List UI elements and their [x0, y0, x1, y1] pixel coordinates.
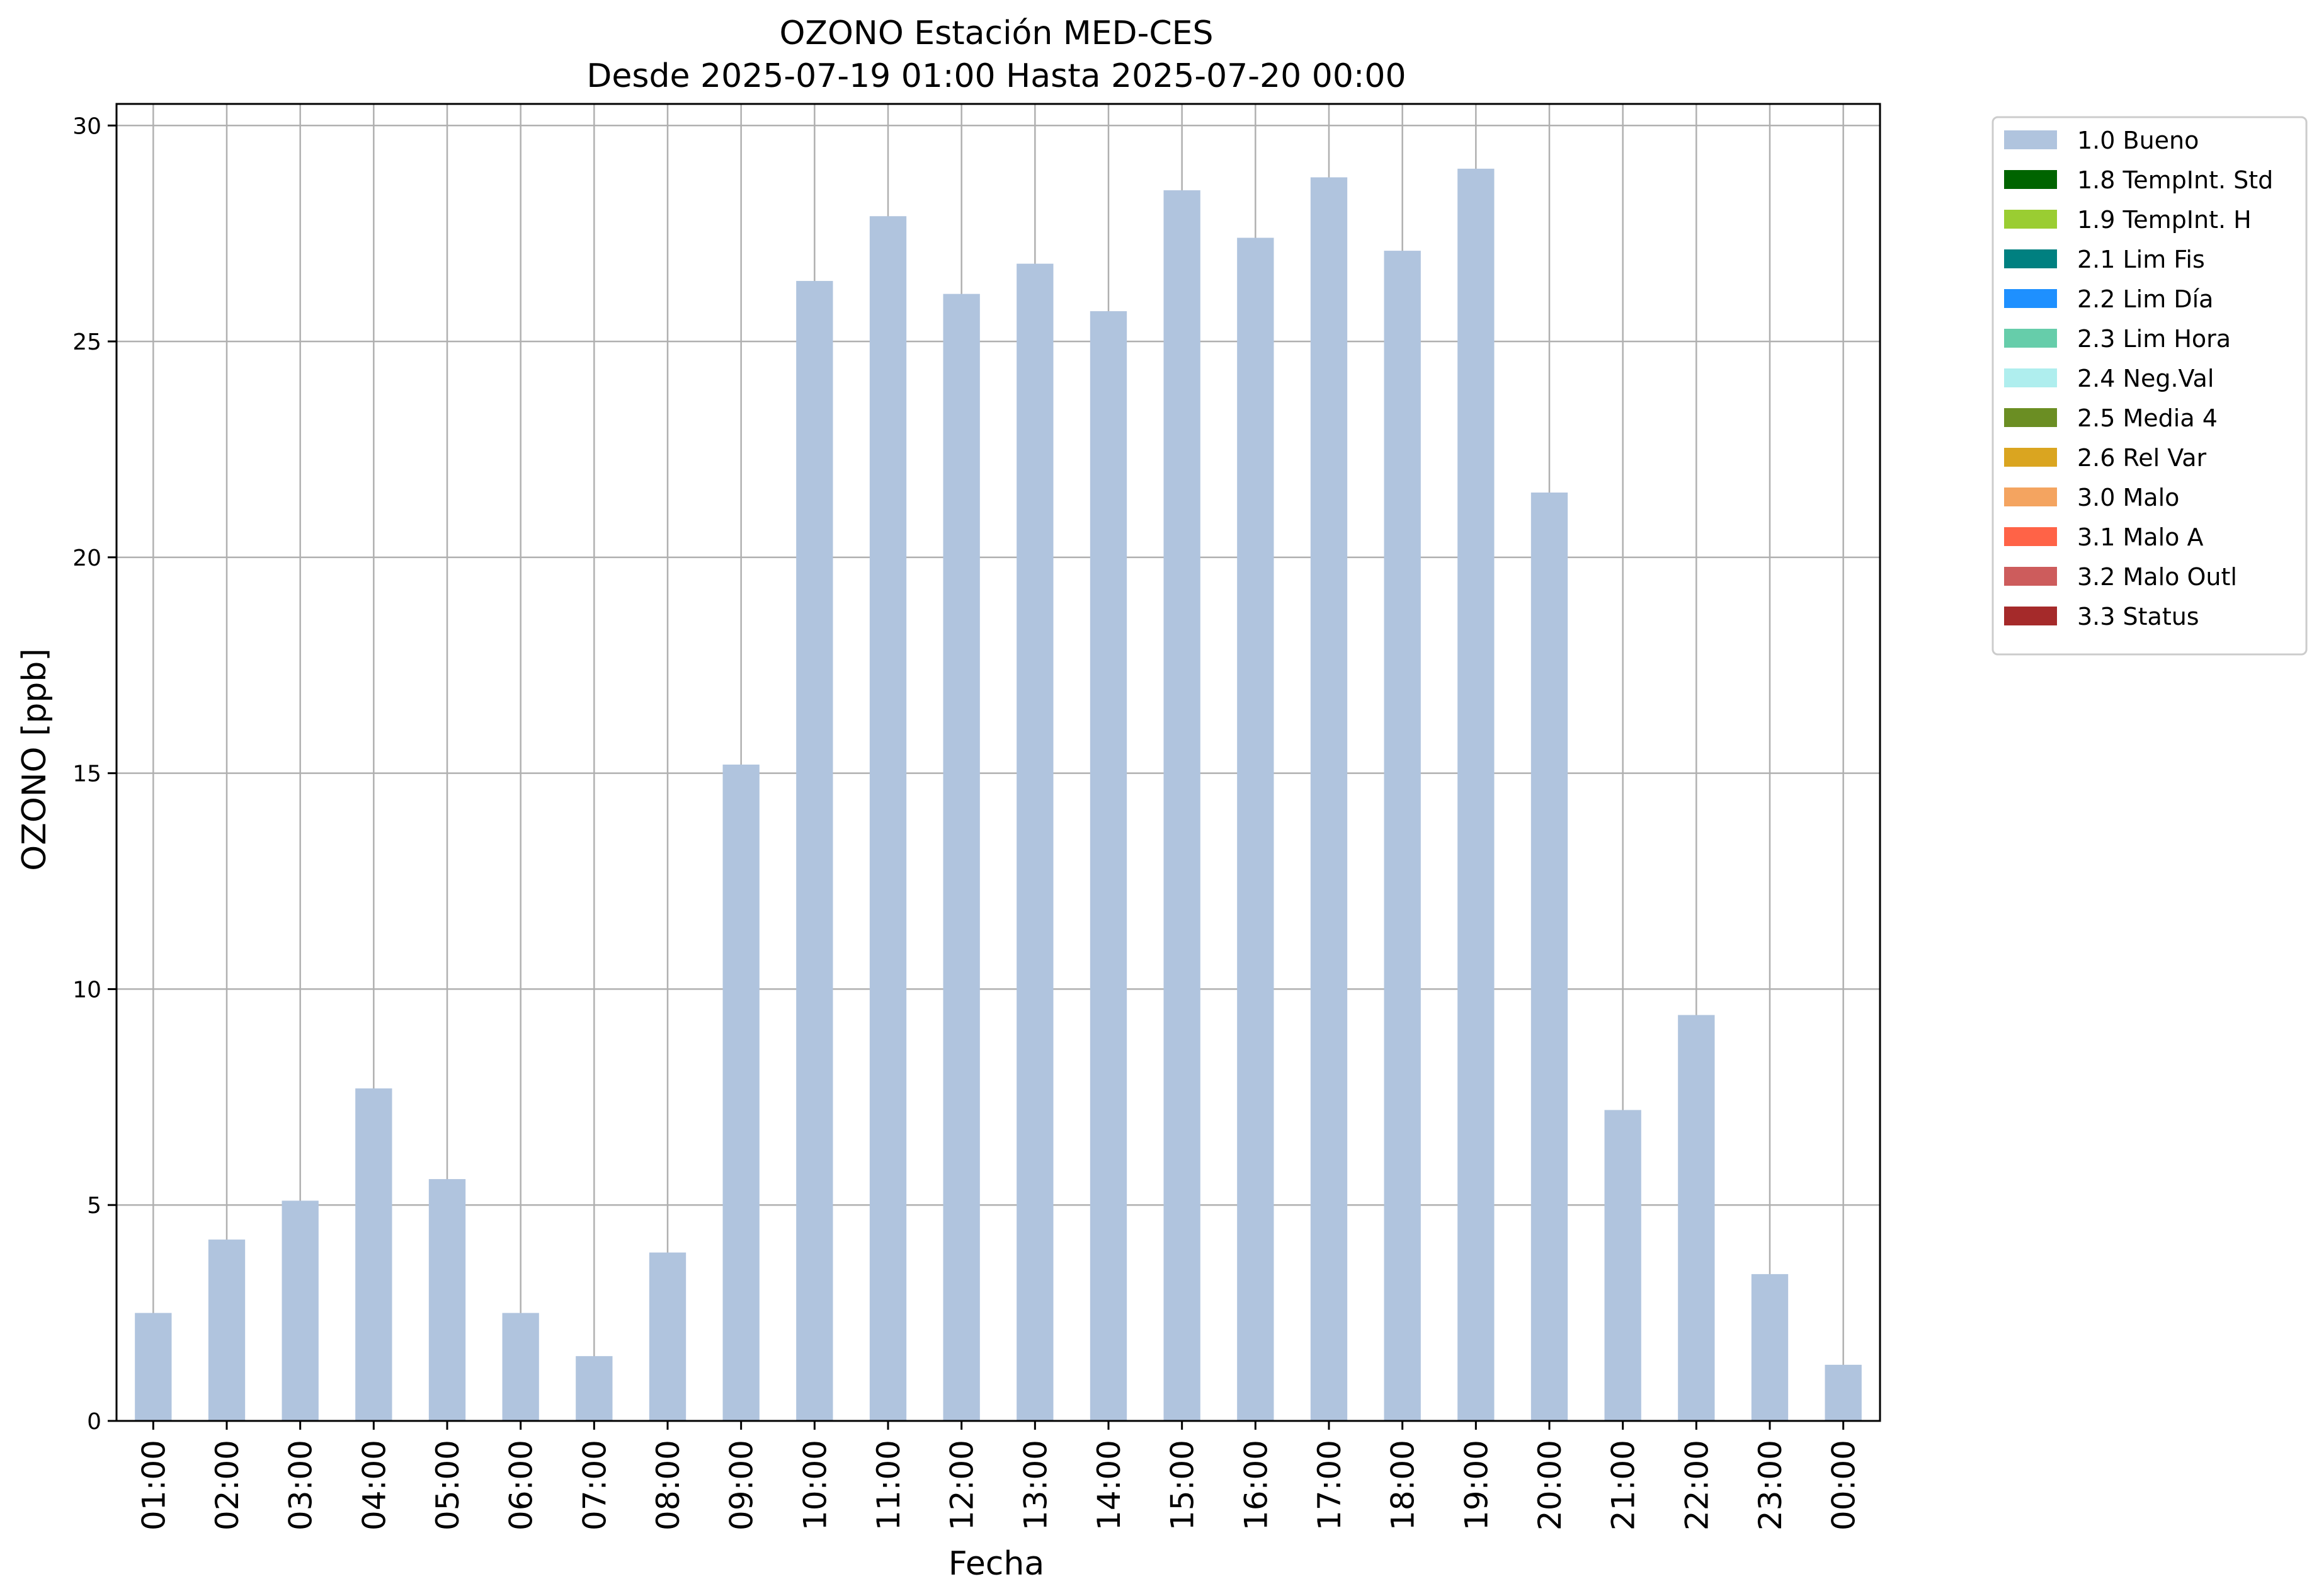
bar-0800: [649, 1252, 687, 1421]
x-tick-label: 18:00: [1385, 1440, 1422, 1530]
legend-label: 3.0 Malo: [2077, 484, 2179, 511]
bar-1000: [796, 281, 833, 1422]
legend-swatch: [2004, 408, 2057, 427]
x-tick-label: 11:00: [870, 1440, 907, 1530]
x-tick-label: 09:00: [724, 1440, 760, 1530]
legend-swatch: [2004, 249, 2057, 268]
bar-1800: [1384, 251, 1421, 1421]
x-tick-label: 08:00: [650, 1440, 687, 1530]
bar-1300: [1017, 263, 1054, 1421]
x-tick-label: 02:00: [209, 1440, 246, 1530]
bar-0700: [576, 1356, 613, 1421]
bar-2000: [1530, 493, 1568, 1422]
legend-label: 2.2 Lim Día: [2077, 285, 2213, 313]
x-tick-label: 13:00: [1017, 1440, 1054, 1530]
x-tick-label: 20:00: [1532, 1440, 1568, 1530]
legend-swatch: [2004, 448, 2057, 467]
bar-1100: [869, 216, 907, 1422]
x-tick-label: 10:00: [797, 1440, 833, 1530]
legend-swatch: [2004, 130, 2057, 149]
x-axis-label: Fecha: [949, 1545, 1044, 1583]
x-tick-label: 04:00: [356, 1440, 392, 1530]
y-tick-label: 25: [72, 329, 101, 355]
bar-0300: [282, 1200, 319, 1421]
bar-1900: [1457, 168, 1495, 1421]
x-tick-label: 23:00: [1752, 1440, 1789, 1530]
legend-swatch: [2004, 607, 2057, 625]
x-tick-label: 22:00: [1678, 1440, 1715, 1530]
legend-label: 2.3 Lim Hora: [2077, 325, 2231, 353]
legend-frame: [1991, 116, 2308, 656]
x-tick-label: 12:00: [944, 1440, 981, 1530]
bar-0100: [135, 1313, 172, 1421]
legend-label: 3.3 Status: [2077, 603, 2199, 630]
y-tick-label: 5: [87, 1193, 101, 1219]
x-tick-label: 07:00: [576, 1440, 613, 1530]
legend-label: 2.5 Media 4: [2077, 404, 2218, 432]
bar-0500: [428, 1179, 466, 1421]
legend: 1.0 Bueno 1.8 TempInt. Std 1.9 TempInt. H 2…: [1991, 116, 2308, 656]
x-tick-label: 06:00: [503, 1440, 540, 1530]
bar-1700: [1310, 177, 1348, 1421]
y-tick-label: 30: [72, 113, 101, 139]
bar-0400: [355, 1088, 392, 1421]
bar-1600: [1237, 237, 1274, 1422]
legend-swatch: [2004, 527, 2057, 546]
bar-2200: [1678, 1015, 1715, 1421]
y-axis-label: OZONO [ppb]: [16, 648, 54, 870]
legend-label: 1.8 TempInt. Std: [2077, 166, 2273, 194]
bar-2300: [1751, 1274, 1789, 1421]
legend-label: 2.1 Lim Fis: [2077, 246, 2205, 273]
bar-0900: [722, 764, 760, 1421]
bar-1200: [943, 294, 980, 1421]
legend-label: 3.1 Malo A: [2077, 523, 2203, 551]
x-tick-label: 03:00: [283, 1440, 319, 1530]
x-tick-label: 05:00: [430, 1440, 466, 1530]
legend-swatch: [2004, 487, 2057, 506]
bars-group: [135, 168, 1862, 1422]
x-tick-label: 15:00: [1165, 1440, 1201, 1530]
bar-1500: [1163, 190, 1200, 1421]
x-tick-label: 01:00: [135, 1440, 172, 1530]
legend-swatch: [2004, 368, 2057, 387]
legend-label: 1.0 Bueno: [2077, 127, 2199, 154]
bar-0200: [208, 1240, 246, 1421]
bar-0000: [1825, 1364, 1862, 1421]
legend-swatch: [2004, 210, 2057, 229]
bar-1400: [1090, 311, 1127, 1421]
x-tick-label: 17:00: [1311, 1440, 1348, 1530]
legend-swatch: [2004, 289, 2057, 308]
x-axis-ticks: 01:00 02:00 03:00 04:00 05:00 06:00 07:00 08:00…: [135, 1421, 1862, 1530]
chart-title-line2: Desde 2025-07-19 01:00 Hasta 2025-07-20 …: [586, 57, 1406, 95]
y-tick-label: 0: [87, 1409, 101, 1435]
y-axis-ticks: 0 5 10 15 20 25 30: [72, 113, 117, 1435]
plot-frame: [115, 103, 1881, 1422]
legend-swatch: [2004, 567, 2057, 586]
bar-2100: [1604, 1110, 1641, 1421]
chart-title-line1: OZONO Estación MED-CES: [779, 14, 1213, 52]
x-tick-label: 00:00: [1826, 1440, 1862, 1530]
x-tick-label: 21:00: [1605, 1440, 1642, 1530]
y-tick-label: 10: [72, 977, 101, 1003]
legend-label: 1.9 TempInt. H: [2077, 206, 2252, 234]
y-tick-label: 15: [72, 761, 101, 787]
legend-label: 2.6 Rel Var: [2077, 444, 2207, 472]
legend-label: 2.4 Neg.Val: [2077, 365, 2214, 392]
bar-0600: [502, 1313, 539, 1421]
legend-swatch: [2004, 329, 2057, 348]
x-tick-label: 14:00: [1091, 1440, 1127, 1530]
x-tick-label: 16:00: [1238, 1440, 1274, 1530]
legend-label: 3.2 Malo Outl: [2077, 563, 2237, 591]
x-tick-label: 19:00: [1458, 1440, 1495, 1530]
y-tick-label: 20: [72, 545, 101, 571]
legend-swatch: [2004, 170, 2057, 189]
